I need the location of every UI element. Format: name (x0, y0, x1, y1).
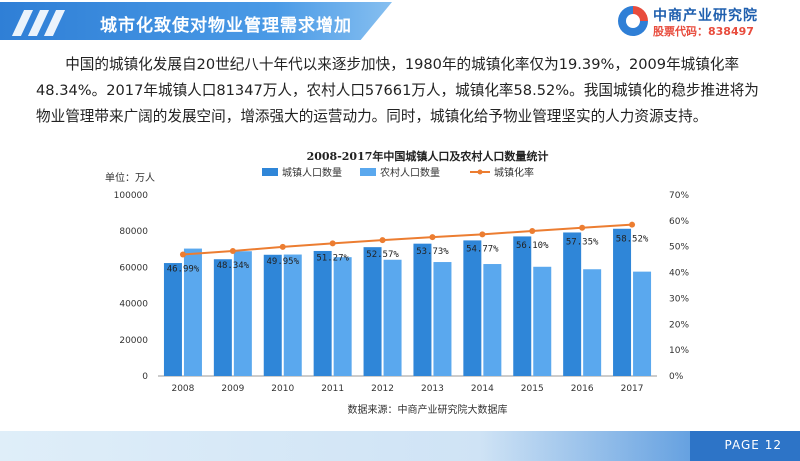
rate-data-label: 48.34% (217, 261, 250, 271)
legend-label-2: 农村人口数量 (380, 166, 440, 179)
company-logo: 中商产业研究院 股票代码：838497 (618, 5, 788, 39)
y2-tick-label: 40% (669, 269, 689, 279)
bar-rural-2016 (583, 269, 602, 376)
page-indicator: PAGE 12 (725, 438, 782, 452)
x-tick-label: 2010 (271, 384, 294, 394)
y-tick-label: 60000 (119, 263, 148, 273)
rate-point-2015 (529, 227, 536, 234)
x-tick-label: 2008 (171, 384, 194, 394)
bar-urban-2013 (413, 243, 432, 376)
bar-rural-2015 (533, 266, 552, 376)
rate-point-2012 (379, 237, 386, 244)
rate-data-label: 57.35% (566, 238, 599, 248)
bar-rural-2010 (283, 254, 302, 376)
y-tick-label: 40000 (119, 300, 148, 310)
bar-rural-2012 (383, 259, 402, 376)
page-label: PAGE (724, 438, 760, 452)
bar-urban-2016 (563, 232, 582, 376)
bar-rural-2014 (483, 264, 502, 376)
chart-title: 2008-2017年中国城镇人口及农村人口数量统计 (307, 149, 549, 163)
y2-tick-label: 30% (669, 294, 689, 304)
y2-tick-label: 60% (669, 217, 689, 227)
footer-bar (0, 431, 800, 461)
legend-marker-3 (477, 169, 483, 175)
bar-rural-2013 (433, 262, 452, 376)
page-title: 城市化致使对物业管理需求增加 (100, 16, 352, 36)
bar-urban-2011 (313, 250, 332, 376)
bar-rural-2009 (233, 251, 252, 376)
x-tick-label: 2016 (571, 384, 594, 394)
rate-data-label: 51.27% (316, 253, 349, 263)
stock-code: 股票代码：838497 (653, 25, 754, 38)
legend-swatch-1 (262, 168, 278, 176)
title-banner: 城市化致使对物业管理需求增加 (0, 2, 392, 40)
bar-urban-2017 (613, 228, 632, 376)
rate-point-2017 (629, 221, 636, 228)
rate-data-label: 56.10% (516, 241, 549, 251)
legend-label-3: 城镇化率 (494, 166, 534, 179)
x-tick-label: 2015 (521, 384, 544, 394)
page-number: 12 (764, 438, 782, 452)
bar-urban-2014 (463, 240, 482, 376)
header: 城市化致使对物业管理需求增加 中商产业研究院 股票代码：838497 (0, 0, 800, 42)
bar-urban-2009 (213, 259, 232, 376)
unit-label: 单位：万人 (105, 171, 155, 184)
y2-tick-label: 10% (669, 346, 689, 356)
rate-data-label: 53.73% (416, 247, 449, 257)
x-tick-label: 2009 (221, 384, 244, 394)
x-tick-label: 2017 (621, 384, 644, 394)
legend-swatch-2 (360, 168, 376, 176)
rate-point-2011 (329, 240, 336, 247)
rate-point-2010 (279, 243, 286, 250)
y2-tick-label: 70% (669, 191, 689, 201)
y-tick-label: 0 (142, 372, 148, 382)
rate-point-2009 (229, 248, 236, 255)
bar-rural-2011 (333, 257, 352, 376)
logo-name: 中商产业研究院 (653, 8, 758, 24)
y2-tick-label: 20% (669, 320, 689, 330)
x-tick-label: 2014 (471, 384, 494, 394)
rate-point-2013 (429, 234, 436, 241)
data-source: 数据来源：中商产业研究院大数据库 (348, 403, 508, 416)
x-tick-label: 2011 (321, 384, 344, 394)
y2-tick-label: 50% (669, 243, 689, 253)
rate-point-2008 (179, 251, 186, 258)
rate-data-label: 58.52% (616, 235, 649, 245)
bar-urban-2012 (363, 247, 382, 376)
legend-label-1: 城镇人口数量 (282, 166, 342, 179)
y2-tick-label: 0% (669, 372, 684, 382)
bar-urban-2008 (163, 263, 182, 376)
rate-point-2016 (579, 224, 586, 231)
rate-point-2014 (479, 231, 486, 238)
bar-rural-2017 (633, 271, 652, 376)
rate-data-label: 52.57% (366, 250, 399, 260)
logo-mark-icon (618, 6, 648, 36)
x-tick-label: 2012 (371, 384, 394, 394)
y-tick-label: 80000 (119, 227, 148, 237)
bar-urban-2015 (513, 236, 532, 376)
y-tick-label: 20000 (119, 336, 148, 346)
bar-rural-2008 (183, 248, 202, 376)
intro-paragraph: 中国的城镇化发展自20世纪八十年代以来逐步加快，1980年的城镇化率仅为19.3… (36, 56, 759, 125)
y-tick-label: 100000 (114, 191, 149, 201)
x-tick-label: 2013 (421, 384, 444, 394)
rate-data-label: 46.99% (167, 264, 200, 274)
bar-urban-2010 (263, 254, 282, 376)
footer-page-box (690, 431, 800, 461)
rate-data-label: 54.77% (466, 244, 499, 254)
rate-data-label: 49.95% (266, 257, 299, 267)
urbanization-rate-line (182, 223, 633, 256)
